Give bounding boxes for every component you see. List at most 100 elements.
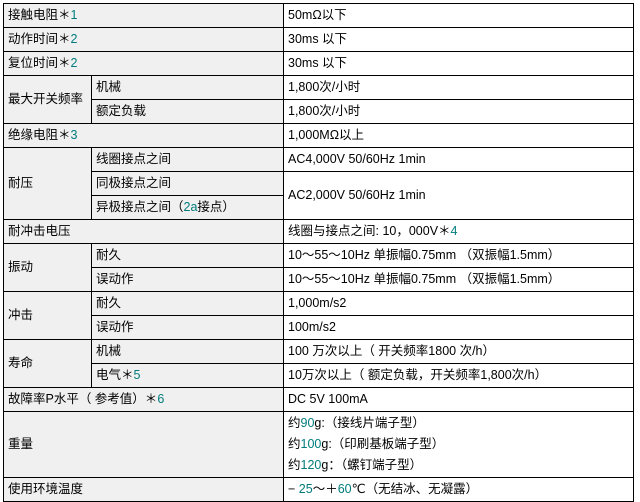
spec-value-cell: 100m/s2 — [283, 315, 634, 340]
accent-number: 3 — [70, 128, 78, 142]
text-segment: AC4,000V 50/60Hz 1min — [288, 152, 426, 166]
spec-value-cell: − 25～＋60℃（无结冰、无凝露） — [283, 477, 634, 502]
spec-label-cell: 动作时间＊2 — [3, 27, 284, 52]
table-row: 接触电阻＊1 50mΩ以下 — [3, 3, 634, 28]
spec-value-cell: 约90g:（接线片端子型） 约100g:（印刷基板端子型） 约120g：（螺钉端子型… — [283, 411, 634, 478]
text-segment: g:（接线片端子型） — [314, 416, 425, 430]
spec-label-cell: 异极接点之间（2a接点） — [91, 195, 284, 220]
text-segment: 故障率P水平（ 参考值）＊ — [8, 392, 158, 406]
text-segment: g:（印刷基板端子型） — [321, 437, 445, 451]
cell-text-line: 10万次以上（ 额定负载，开关频率1,800次/h） — [288, 365, 631, 386]
spec-label-cell: 绝缘电阻＊3 — [3, 123, 284, 148]
cell-text-line: 最大开关频率 — [8, 89, 89, 110]
cell-text-line: 1,800次/小时 — [288, 77, 631, 98]
cell-text-line: 机械 — [96, 341, 281, 362]
cell-text-line: 使用环境温度 — [8, 479, 281, 500]
text-segment: 1,000m/s2 — [288, 296, 347, 310]
text-segment: 最大开关频率 — [8, 92, 84, 106]
text-segment: 约 — [288, 437, 301, 451]
cell-text-line: 误动作 — [96, 269, 281, 290]
text-segment: 机械 — [96, 80, 122, 94]
spec-value-cell: 1,800次/小时 — [283, 75, 634, 100]
cell-text-line: 100 万次以上（ 开关频率1800 次/h） — [288, 341, 631, 362]
cell-text-line: 10～55～10Hz 单振幅0.75mm （双振幅1.5mm） — [288, 245, 631, 266]
text-segment: 接点） — [197, 200, 235, 214]
spec-value-cell: 10～55～10Hz 单振幅0.75mm （双振幅1.5mm） — [283, 243, 634, 268]
text-segment: 耐冲击电压 — [8, 224, 71, 238]
spec-value-cell: AC4,000V 50/60Hz 1min — [283, 147, 634, 172]
cell-text-line: 50mΩ以下 — [288, 5, 631, 26]
cell-text-line: 机械 — [96, 77, 281, 98]
cell-text-line: 寿命 — [8, 353, 89, 374]
spec-label-cell: 误动作 — [91, 267, 284, 292]
text-segment: 使用环境温度 — [8, 482, 84, 496]
table-row: 寿命 机械 100 万次以上（ 开关频率1800 次/h） — [3, 339, 634, 388]
cell-text-line: 1,800次/小时 — [288, 101, 631, 122]
text-segment: 同极接点之间 — [96, 176, 172, 190]
spec-label-cell: 误动作 — [91, 315, 284, 340]
spec-table: 接触电阻＊1 50mΩ以下 动作时间＊2 30ms 以下 复位时间＊2 30ms 以下 最大… — [3, 3, 634, 502]
cell-text-line: 100m/s2 — [288, 317, 631, 338]
table-row: 冲击 耐久 1,000m/s2 — [3, 291, 634, 340]
text-segment: 机械 — [96, 344, 122, 358]
text-segment: 30ms 以下 — [288, 56, 348, 70]
spec-value-cell: 1,000MΩ以上 — [283, 123, 634, 148]
text-segment: DC 5V 100mA — [288, 392, 368, 406]
accent-number: 60 — [337, 482, 352, 496]
table-row: 误动作 10～55～10Hz 单振幅0.75mm （双振幅1.5mm） — [4, 267, 634, 292]
cell-text-line: 1,000MΩ以上 — [288, 125, 631, 146]
text-segment: − — [288, 482, 299, 496]
cell-text-line: 线圈与接点之间: 10，000V＊4 — [288, 221, 631, 242]
cell-text-line: 异极接点之间（2a接点） — [96, 197, 281, 218]
spec-label-cell: 电气＊5 — [91, 363, 284, 388]
text-segment: 10万次以上（ 额定负载，开关频率1,800次/h） — [288, 368, 548, 382]
cell-text-line: 耐久 — [96, 293, 281, 314]
cell-text-line: 耐压 — [8, 173, 89, 194]
text-segment: ～＋ — [312, 482, 338, 496]
cell-text-line: 30ms 以下 — [288, 53, 631, 74]
text-segment: 10～55～10Hz 单振幅0.75mm （双振幅1.5mm） — [288, 272, 561, 286]
text-segment: 约 — [288, 416, 301, 430]
cell-text-line: 动作时间＊2 — [8, 29, 281, 50]
spec-value-cell: 1,800次/小时 — [283, 99, 634, 124]
text-segment: 异极接点之间（ — [96, 200, 184, 214]
spec-value-cell: AC2,000V 50/60Hz 1min — [283, 171, 634, 220]
spec-label-cell: 线圈接点之间 — [91, 147, 284, 172]
text-segment: 1,800次/小时 — [288, 80, 361, 94]
text-segment: AC2,000V 50/60Hz 1min — [288, 188, 426, 202]
text-segment: 误动作 — [96, 272, 134, 286]
spec-value-cell: DC 5V 100mA — [283, 387, 634, 412]
cell-text-line: AC4,000V 50/60Hz 1min — [288, 149, 631, 170]
spec-value-cell: 30ms 以下 — [283, 51, 634, 76]
table-row: 重量 约90g:（接线片端子型） 约100g:（印刷基板端子型） 约120g：（螺钉端… — [3, 411, 634, 478]
table-row: 误动作 100m/s2 — [4, 315, 634, 340]
text-segment: 10～55～10Hz 单振幅0.75mm （双振幅1.5mm） — [288, 248, 561, 262]
cell-text-line: 振动 — [8, 257, 89, 278]
cell-text-line: 电气＊5 — [96, 365, 281, 386]
text-segment: 误动作 — [96, 320, 134, 334]
text-segment: 100 万次以上（ 开关频率1800 次/h） — [288, 344, 496, 358]
text-segment: 重量 — [8, 437, 34, 451]
spec-value-cell: 30ms 以下 — [283, 27, 634, 52]
text-segment: 线圈与接点之间: 10，000V＊ — [288, 224, 451, 238]
cell-text-line: 约120g：（螺钉端子型） — [288, 455, 631, 476]
accent-number: 1 — [70, 8, 78, 22]
cell-text-line: 额定负载 — [96, 101, 281, 122]
spec-label-cell: 冲击 — [3, 291, 92, 340]
text-segment: 50mΩ以下 — [288, 8, 347, 22]
spec-value-cell: 50mΩ以下 — [283, 3, 634, 28]
table-row: 绝缘电阻＊3 1,000MΩ以上 — [3, 123, 634, 148]
accent-number: 5 — [133, 368, 141, 382]
text-segment: 接触电阻＊ — [8, 8, 71, 22]
spec-value-cell: 1,000m/s2 — [283, 291, 634, 316]
cell-text-line: 耐冲击电压 — [8, 221, 281, 242]
table-row: 最大开关频率 机械 1,800次/小时 — [3, 75, 634, 124]
spec-label-cell: 振动 — [3, 243, 92, 292]
text-segment: 耐压 — [8, 176, 34, 190]
table-row: 使用环境温度 − 25～＋60℃（无结冰、无凝露） — [3, 477, 634, 502]
text-segment: 动作时间＊ — [8, 32, 71, 46]
text-segment: 1,800次/小时 — [288, 104, 361, 118]
cell-text-line: 绝缘电阻＊3 — [8, 125, 281, 146]
text-segment: 约 — [288, 458, 301, 472]
text-segment: 耐久 — [96, 248, 122, 262]
